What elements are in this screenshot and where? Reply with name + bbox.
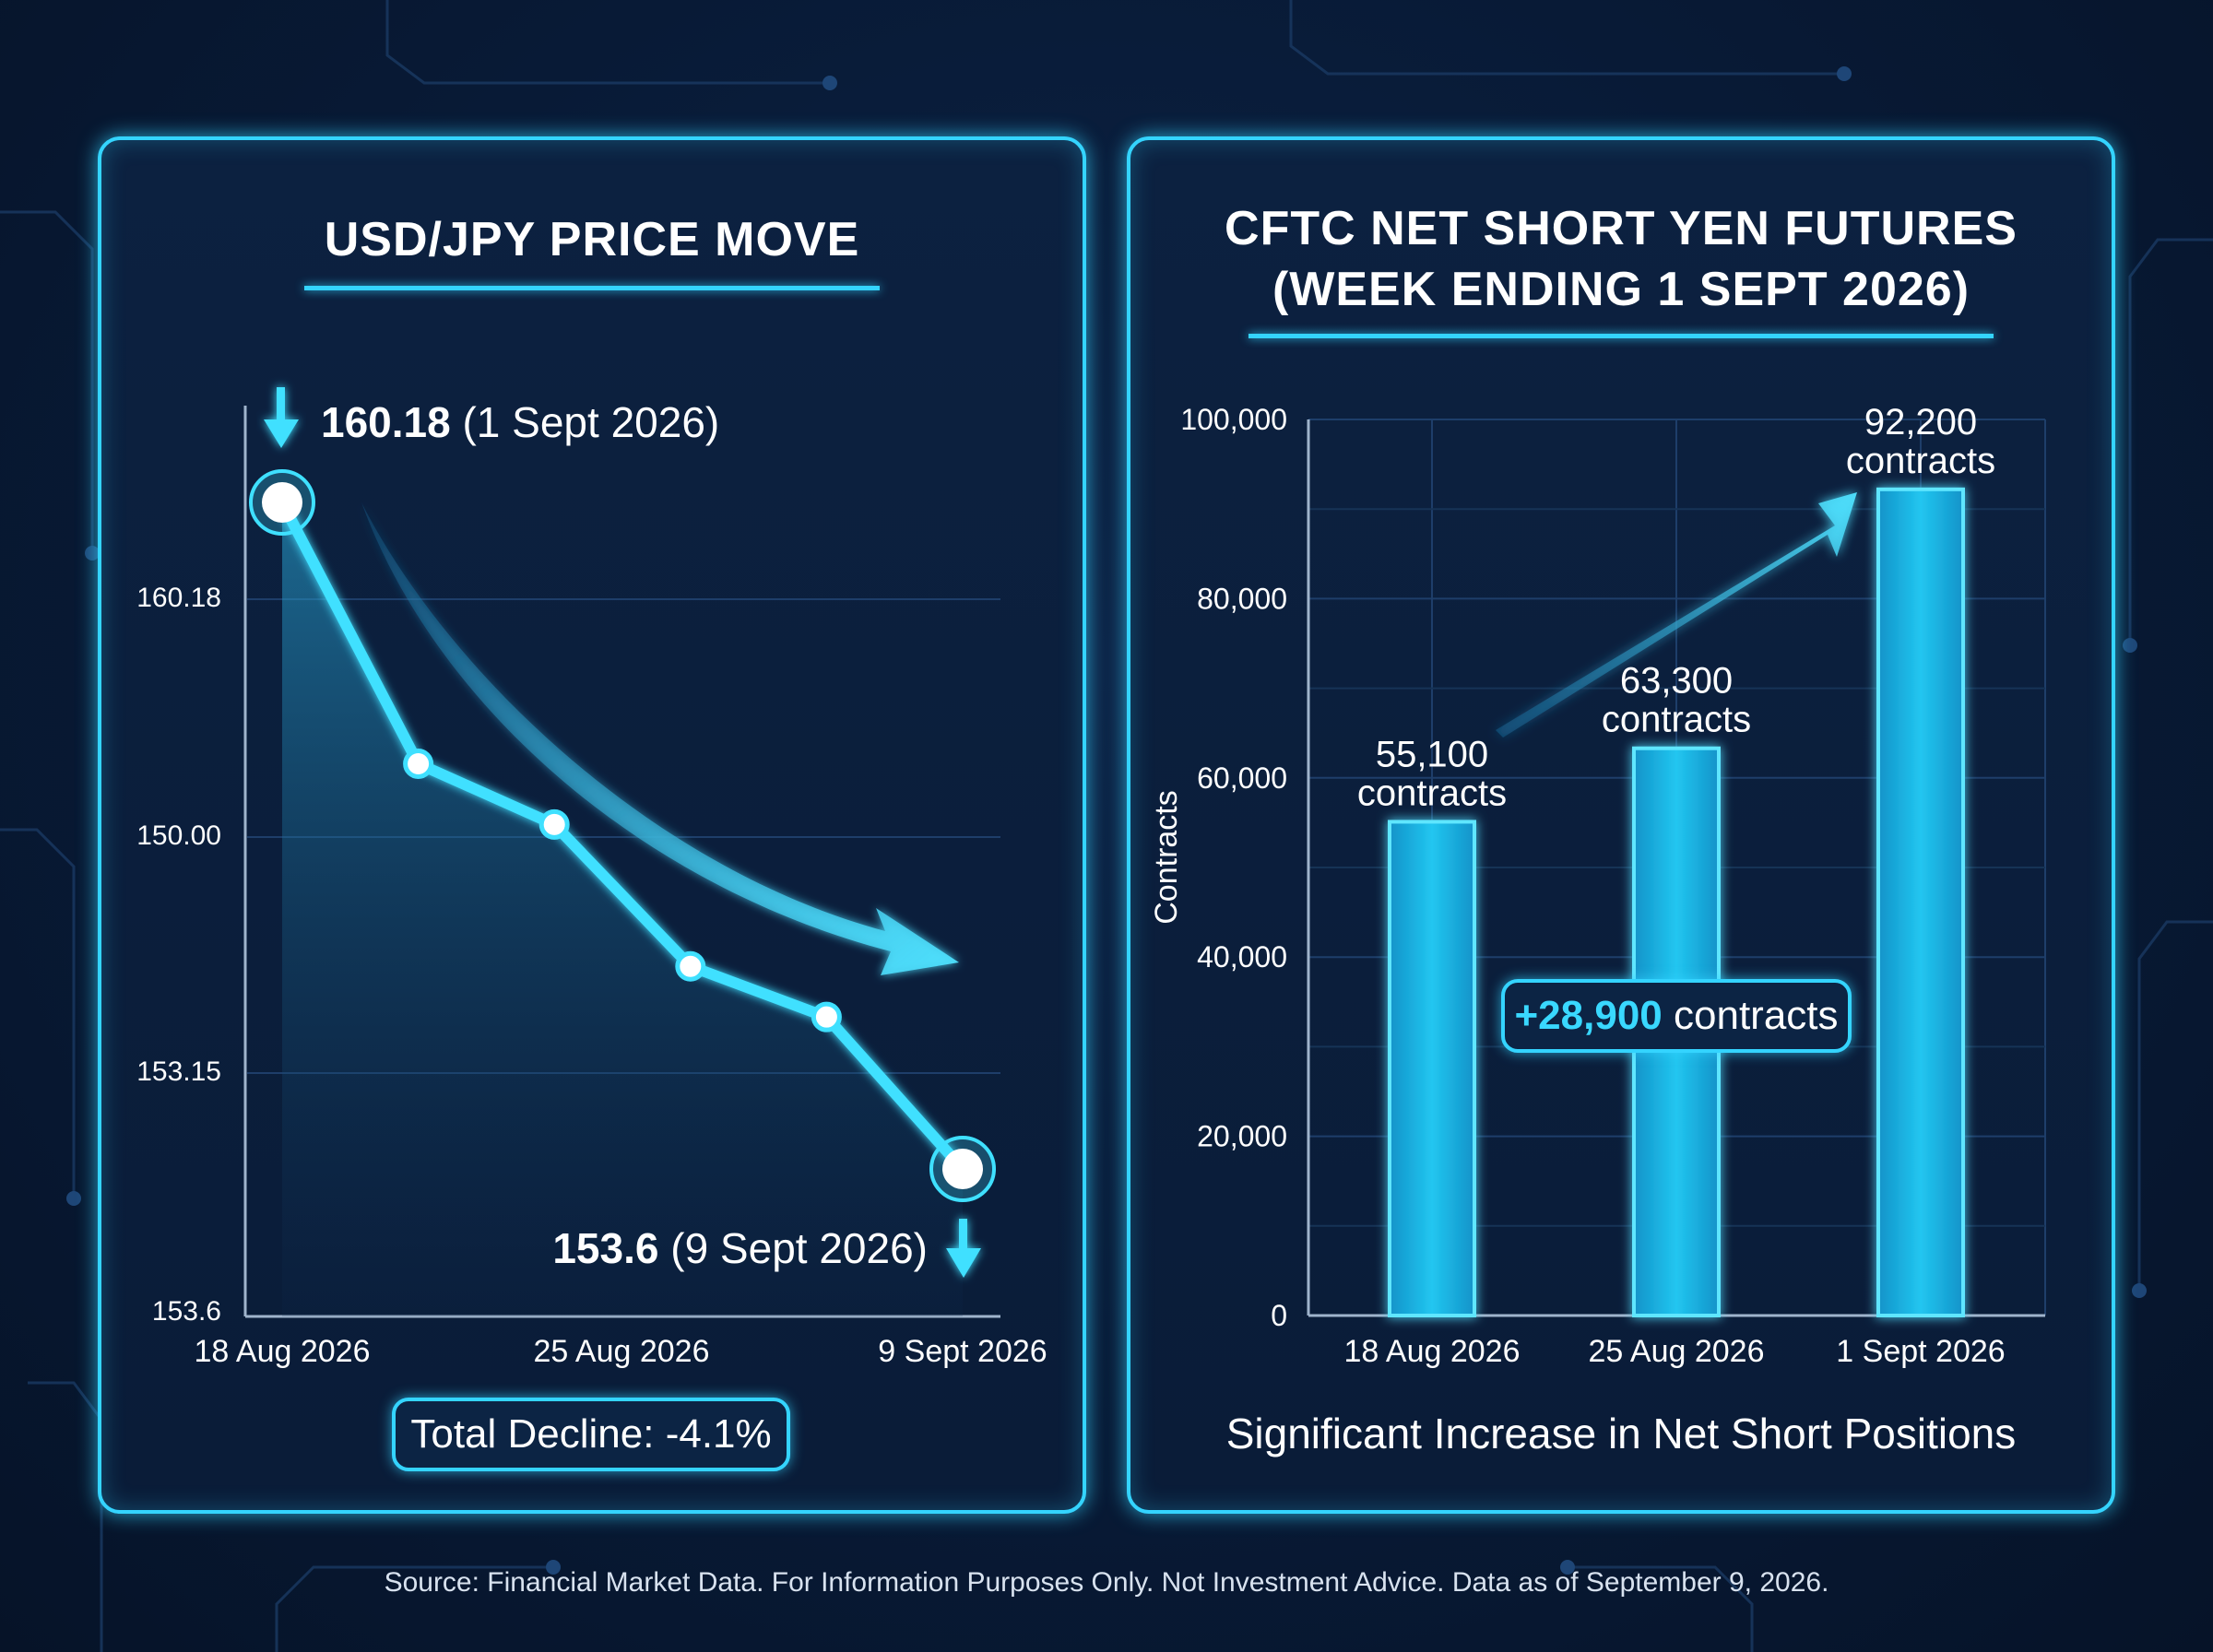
start-annotation-value: 160.18: [321, 398, 451, 446]
up-trend-arrow: [1496, 492, 1857, 738]
contracts-change-value: +28,900: [1514, 993, 1663, 1038]
x-tick-label: 9 Sept 2026: [878, 1334, 1047, 1369]
end-annotation: 153.6 (9 Sept 2026): [552, 1224, 928, 1272]
usdjpy-series-line: [277, 497, 968, 1174]
x-tick-label: 25 Aug 2026: [534, 1334, 710, 1369]
end-annotation-date: (9 Sept 2026): [670, 1224, 928, 1272]
cftc-caption: Significant Increase in Net Short Positi…: [1225, 1410, 2017, 1457]
usdjpy-title: USD/JPY PRICE MOVE: [324, 213, 860, 266]
y-tick-label: 153.15: [136, 1056, 221, 1087]
y-tick-label: 160.18: [136, 583, 221, 613]
y-tick-label: 153.6: [152, 1296, 221, 1327]
bar: [1388, 820, 1476, 1317]
data-point: [811, 1001, 842, 1032]
y-tick-label: 100,000: [1180, 403, 1287, 436]
usdjpy-title-underline: [304, 286, 880, 290]
y-tick-label: 20,000: [1197, 1120, 1287, 1153]
data-point: [403, 748, 434, 779]
y-tick-label: 40,000: [1197, 940, 1287, 974]
data-point: [538, 808, 570, 840]
cftc-title-line2: (WEEK ENDING 1 SEPT 2026): [1272, 263, 1970, 316]
cftc-title-underline: [1249, 334, 1994, 338]
x-tick-label: 18 Aug 2026: [1344, 1334, 1521, 1369]
data-point: [942, 1149, 983, 1189]
data-point: [675, 950, 706, 982]
bar-unit-label: contracts: [1846, 441, 1995, 481]
x-tick-label: 18 Aug 2026: [195, 1334, 371, 1369]
down-trend-arrow: [361, 502, 959, 975]
x-tick-label: 1 Sept 2026: [1836, 1334, 2005, 1369]
y-tick-label: 150.00: [136, 820, 221, 851]
total-decline-badge: Total Decline: -4.1%: [392, 1398, 790, 1471]
x-tick-label: 25 Aug 2026: [1589, 1334, 1765, 1369]
y-tick-label: 60,000: [1197, 761, 1287, 795]
start-annotation: 160.18 (1 Sept 2026): [321, 398, 719, 446]
start-down-arrow-icon: [264, 387, 299, 448]
contracts-change-badge: +28,900 contracts: [1501, 979, 1852, 1053]
bar: [1876, 487, 1965, 1317]
bar-value-label: 92,200: [1864, 402, 1977, 442]
cftc-title-line1: CFTC NET SHORT YEN FUTURES: [1225, 202, 2018, 255]
end-down-arrow-icon: [946, 1219, 981, 1278]
bar-unit-label: contracts: [1602, 700, 1751, 740]
line-area-fill: [282, 502, 963, 1316]
end-annotation-value: 153.6: [552, 1224, 658, 1272]
y-axis-label: Contracts: [1149, 790, 1184, 925]
contracts-change-unit: contracts: [1674, 993, 1839, 1038]
source-note: Source: Financial Market Data. For Infor…: [384, 1567, 1829, 1598]
data-point: [262, 482, 302, 523]
bar-value-label: 63,300: [1620, 661, 1733, 702]
bar-unit-label: contracts: [1357, 773, 1507, 813]
bar-value-label: 55,100: [1376, 734, 1488, 774]
start-annotation-date: (1 Sept 2026): [462, 398, 719, 446]
y-tick-label: 80,000: [1197, 582, 1287, 615]
y-tick-label: 0: [1271, 1299, 1287, 1332]
